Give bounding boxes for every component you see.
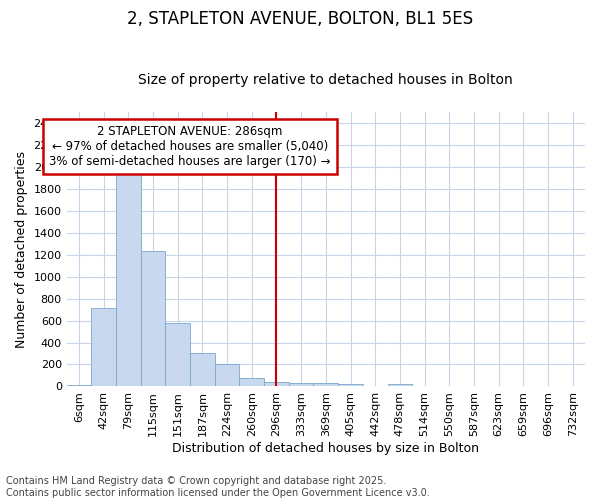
Bar <box>91 308 116 386</box>
Text: 2, STAPLETON AVENUE, BOLTON, BL1 5ES: 2, STAPLETON AVENUE, BOLTON, BL1 5ES <box>127 10 473 28</box>
Text: Contains HM Land Registry data © Crown copyright and database right 2025.
Contai: Contains HM Land Registry data © Crown c… <box>6 476 430 498</box>
Bar <box>141 251 166 386</box>
Bar <box>67 385 91 386</box>
Bar <box>338 384 363 386</box>
Bar <box>166 324 190 386</box>
Bar <box>239 378 264 386</box>
Title: Size of property relative to detached houses in Bolton: Size of property relative to detached ho… <box>139 73 513 87</box>
Bar <box>388 384 412 386</box>
Text: 2 STAPLETON AVENUE: 286sqm
← 97% of detached houses are smaller (5,040)
3% of se: 2 STAPLETON AVENUE: 286sqm ← 97% of deta… <box>49 125 331 168</box>
Bar <box>116 172 141 386</box>
Bar <box>264 382 289 386</box>
Bar <box>215 364 239 386</box>
X-axis label: Distribution of detached houses by size in Bolton: Distribution of detached houses by size … <box>172 442 479 455</box>
Y-axis label: Number of detached properties: Number of detached properties <box>15 150 28 348</box>
Bar <box>313 382 338 386</box>
Bar <box>190 353 215 386</box>
Bar <box>289 382 313 386</box>
